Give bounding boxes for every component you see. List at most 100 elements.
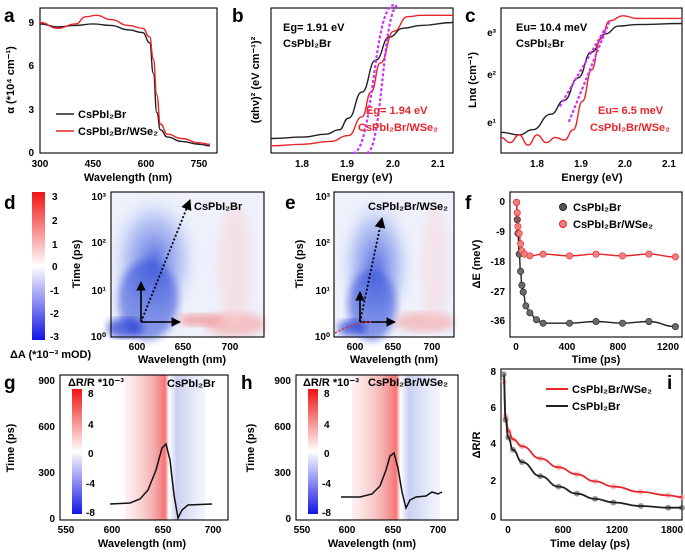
cbar-d-tick-2: 1 xyxy=(52,240,58,251)
panel-g: g ΔR/R *10⁻³ 8 4 0 -4 -8 CsPbI₂Br 0 300 … xyxy=(4,373,229,550)
yticks-h: 0 300 600 900 xyxy=(274,376,291,525)
yticks-d: 10⁰ 10¹ 10² 10³ xyxy=(91,192,107,343)
xticks-i: 0 600 1200 1800 xyxy=(505,525,683,536)
legend-a: CsPbI₂Br CsPbI₂Br/WSe₂ xyxy=(56,109,158,138)
ytick-a-0: 0 xyxy=(28,148,34,159)
panel-letter-c: c xyxy=(465,6,476,27)
colorbar-g-title: ΔR/R *10⁻³ xyxy=(68,377,124,389)
xtick-b-3: 2.1 xyxy=(431,159,445,170)
ylabel-a: α (*10⁴ cm⁻¹) xyxy=(5,46,17,114)
xlabel-d: Wavelength (nm) xyxy=(138,354,227,366)
cbar-g-tick-4: -8 xyxy=(86,508,95,519)
series-b xyxy=(270,4,454,155)
panel-letter-i: i xyxy=(667,373,672,394)
ytick-e-0: 10⁰ xyxy=(315,332,330,343)
series-f-point xyxy=(526,252,534,260)
annotation-c-sample2: CsPbI₂Br/WSe₂ xyxy=(590,122,670,134)
cbar-g-tick-0: 8 xyxy=(88,389,94,400)
panel-letter-b: b xyxy=(232,6,244,27)
xlabel-a: Wavelength (nm) xyxy=(84,172,173,184)
yticks-a: 0 3 6 9 xyxy=(28,18,34,159)
legend-f-marker-0 xyxy=(559,203,567,211)
trace-h xyxy=(341,451,443,511)
series-f-point xyxy=(592,250,600,258)
ytick-f-4: -36 xyxy=(491,316,506,327)
xlabel-h: Wavelength (nm) xyxy=(328,538,417,550)
ytick-d-2: 10² xyxy=(92,238,107,249)
xtick-i-0: 0 xyxy=(505,525,511,536)
annotation-c-eu2: Eu= 6.5 meV xyxy=(598,105,664,117)
ytick-g-2: 600 xyxy=(38,422,55,433)
series-f-point xyxy=(618,319,626,327)
axes-frame-a xyxy=(39,7,218,154)
xtick-d-2: 700 xyxy=(222,342,239,353)
heatmap-g xyxy=(60,375,228,520)
trace-h-line xyxy=(341,451,443,511)
heatmap-d xyxy=(107,192,265,340)
ytick-i-4: 8 xyxy=(490,367,496,378)
ytick-h-2: 600 xyxy=(274,422,291,433)
series-f-point xyxy=(671,323,679,331)
series-f-point xyxy=(645,250,653,258)
ylabel-d: Time (ps) xyxy=(71,239,83,288)
cbar-d-tick-3: 0 xyxy=(52,262,58,273)
xtick-h-0: 550 xyxy=(294,525,311,536)
ytick-d-3: 10³ xyxy=(92,192,107,203)
xtick-b-2: 2.0 xyxy=(386,159,400,170)
xtick-e-0: 600 xyxy=(347,342,364,353)
ytick-e-3: 10³ xyxy=(316,192,331,203)
annotation-c-eu1: Eu= 10.4 meV xyxy=(516,22,588,34)
cbar-d-tick-6: -3 xyxy=(50,332,59,343)
trace-g xyxy=(109,442,213,521)
xticks-a: 300 450 600 750 xyxy=(32,159,208,170)
series-f-point xyxy=(519,288,527,296)
cbar-h-tick-0: 8 xyxy=(324,389,330,400)
xticks-f: 0 400 800 1200 xyxy=(513,342,679,353)
panel-a: a 0 3 6 9 300 450 600 750 Wavelength (nm… xyxy=(4,6,218,184)
colorbar-d xyxy=(32,192,45,340)
cbar-h-tick-2: 0 xyxy=(324,449,330,460)
panel-letter-a: a xyxy=(4,6,15,27)
xtick-b-0: 1.8 xyxy=(295,159,309,170)
series-c xyxy=(500,15,683,146)
cbar-d-tick-0: 3 xyxy=(52,192,58,203)
series-f-point xyxy=(566,319,574,327)
xtick-f-2: 800 xyxy=(610,342,627,353)
xtick-d-0: 600 xyxy=(129,342,146,353)
axes-frame-b xyxy=(270,7,454,154)
xticks-e: 600 650 700 xyxy=(347,342,441,353)
xtick-a-1: 450 xyxy=(85,159,102,170)
panel-letter-f: f xyxy=(465,193,472,214)
series-f-point xyxy=(522,302,530,310)
panel-e: e CsPbI₂Br/WSe₂ 10⁰ 10¹ 10² 10³ 600 650 … xyxy=(285,191,455,366)
xtick-f-3: 1200 xyxy=(657,342,680,353)
xtick-i-3: 1800 xyxy=(661,525,684,536)
series-c-fit-1 xyxy=(567,20,611,123)
ytick-i-1: 2 xyxy=(490,476,496,487)
xtick-a-3: 750 xyxy=(191,159,208,170)
ylabel-i: ΔR/R xyxy=(471,432,483,459)
ytick-c-0: e¹ xyxy=(487,118,497,129)
ytick-h-3: 900 xyxy=(274,376,291,387)
series-i-line-1 xyxy=(502,373,682,509)
legend-i-text-0: CsPbI₂Br/WSe₂ xyxy=(572,384,652,396)
ytick-e-1: 10¹ xyxy=(316,286,331,297)
panel-b: b 1.8 1.9 2.0 2.1 Energy (eV) (αhν)² (eV… xyxy=(232,4,454,184)
xlabel-f: Time (ps) xyxy=(572,354,621,366)
ylabel-f: ΔE (meV) xyxy=(471,239,483,288)
colorbar-h xyxy=(308,389,318,514)
axes-frame-h xyxy=(295,374,459,521)
cbar-h-tick-4: -8 xyxy=(322,508,331,519)
ytick-g-0: 0 xyxy=(49,514,55,525)
series-f-point xyxy=(592,317,600,325)
panel-i: i 0 2 4 6 8 0 600 1200 1800 Time delay (… xyxy=(471,367,685,550)
ytick-f-1: -9 xyxy=(496,227,505,238)
yticks-c: e¹ e² e³ xyxy=(487,28,497,129)
axes-frame-c xyxy=(500,7,683,154)
annotation-b-sample2: CsPbI₂Br/WSe₂ xyxy=(358,122,438,134)
legend-f-text-0: CsPbI₂Br xyxy=(573,202,622,214)
panel-d: d 3 2 1 0 -1 -2 -3 ΔA (*10⁻³ mOD) CsPbI₂… xyxy=(4,191,265,366)
series-f-point xyxy=(539,250,547,258)
yticks-i: 0 2 4 6 8 xyxy=(490,367,496,523)
series-f-point xyxy=(526,309,534,317)
